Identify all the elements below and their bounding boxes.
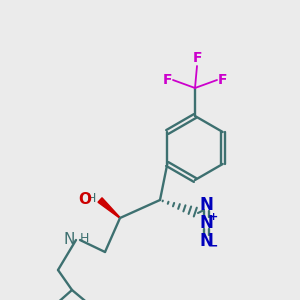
- Text: −: −: [208, 239, 218, 253]
- Text: H: H: [87, 193, 96, 206]
- Polygon shape: [98, 198, 121, 218]
- Text: +: +: [208, 212, 217, 222]
- Text: H: H: [80, 232, 89, 245]
- Text: N: N: [199, 214, 213, 232]
- Text: F: F: [192, 51, 202, 65]
- Text: O: O: [78, 191, 91, 206]
- Text: N: N: [199, 196, 213, 214]
- Text: F: F: [163, 73, 172, 87]
- Text: N: N: [64, 232, 75, 247]
- Text: F: F: [218, 73, 227, 87]
- Text: N: N: [199, 232, 213, 250]
